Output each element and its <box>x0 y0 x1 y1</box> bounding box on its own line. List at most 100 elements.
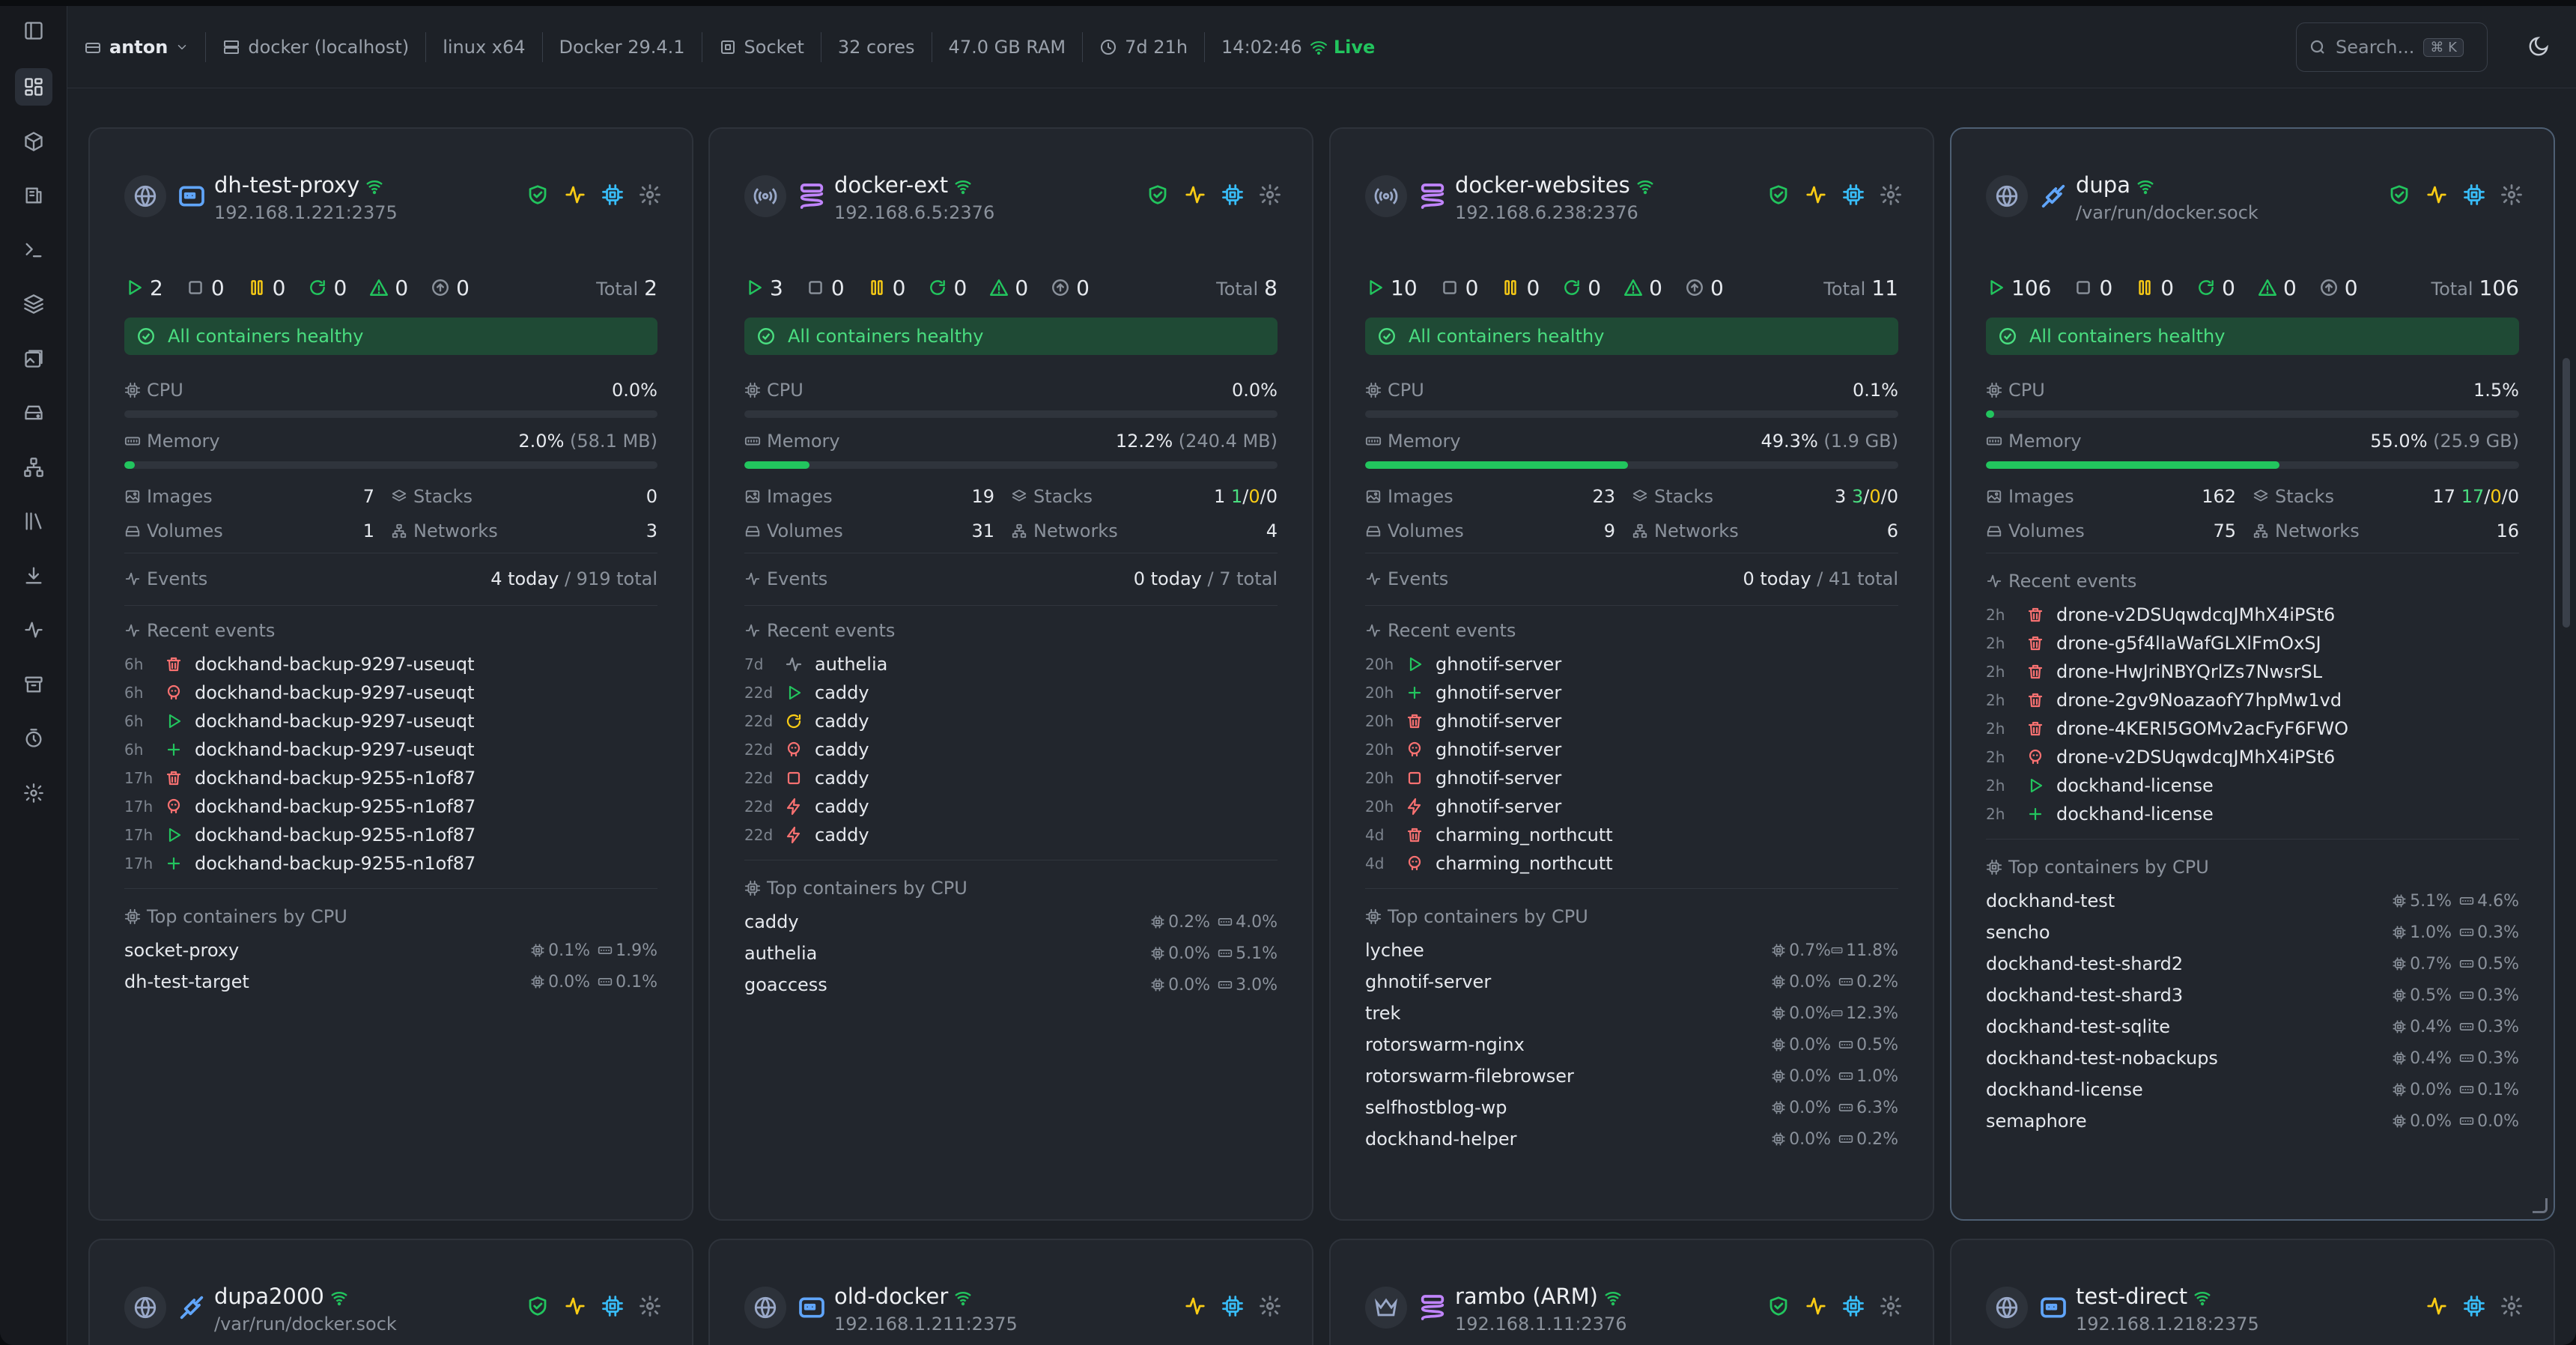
status-unhealthy[interactable]: 0 <box>369 276 408 300</box>
status-restarting[interactable]: 0 <box>1562 276 1601 300</box>
activity-button[interactable] <box>1804 183 1828 207</box>
event-item[interactable]: 22d caddy <box>744 735 1278 764</box>
environment-name[interactable]: old-docker <box>834 1284 972 1309</box>
environment-name[interactable]: dh-test-proxy <box>214 172 383 198</box>
sidebar-item-downloads[interactable] <box>15 557 52 595</box>
event-item[interactable]: 17h dockhand-backup-9255-n1of87 <box>124 764 657 792</box>
status-unhealthy[interactable]: 0 <box>1623 276 1662 300</box>
status-paused[interactable]: 0 <box>1501 276 1540 300</box>
top-container-row[interactable]: dockhand-test-nobackups 0.4% 0.3% <box>1986 1042 2519 1074</box>
status-unhealthy[interactable]: 0 <box>989 276 1028 300</box>
volumes-stat[interactable]: Volumes 1 <box>124 518 391 544</box>
resize-handle[interactable] <box>2533 1198 2548 1213</box>
top-container-row[interactable]: socket-proxy 0.1% 1.9% <box>124 935 657 966</box>
images-stat[interactable]: Images 19 <box>744 484 1011 509</box>
event-item[interactable]: 22d caddy <box>744 792 1278 821</box>
top-container-row[interactable]: authelia 0.0% 5.1% <box>744 938 1278 969</box>
cpu-button[interactable] <box>601 1294 625 1318</box>
activity-button[interactable] <box>563 183 587 207</box>
host-switcher[interactable]: anton <box>67 31 207 62</box>
event-item[interactable]: 20h ghnotif-server <box>1365 650 1898 678</box>
status-unhealthy[interactable]: 0 <box>2258 276 2297 300</box>
cpu-button[interactable] <box>2462 1294 2486 1318</box>
environment-card[interactable]: old-docker 192.168.1.211:2375 <box>708 1239 1313 1345</box>
networks-stat[interactable]: Networks 4 <box>1011 518 1278 544</box>
top-container-row[interactable]: dockhand-test-shard3 0.5% 0.3% <box>1986 980 2519 1011</box>
top-container-row[interactable]: sencho 1.0% 0.3% <box>1986 917 2519 948</box>
theme-toggle[interactable] <box>2524 31 2554 61</box>
sidebar-item-schedules[interactable] <box>15 720 52 757</box>
status-pending[interactable]: 0 <box>1051 276 1090 300</box>
environment-settings-button[interactable] <box>1879 1294 1903 1318</box>
environment-header[interactable]: dupa2000 /var/run/docker.sock <box>124 1278 662 1338</box>
environment-header[interactable]: docker-ext 192.168.6.5:2376 <box>744 166 1282 226</box>
top-container-row[interactable]: trek 0.0% 12.3% <box>1365 998 1898 1029</box>
status-restarting[interactable]: 0 <box>928 276 967 300</box>
networks-stat[interactable]: Networks 16 <box>2253 518 2519 544</box>
status-stopped[interactable]: 0 <box>2074 276 2112 300</box>
top-container-row[interactable]: lychee 0.7% 11.8% <box>1365 935 1898 966</box>
cpu-button[interactable] <box>2462 183 2486 207</box>
status-paused[interactable]: 0 <box>2135 276 2174 300</box>
images-stat[interactable]: Images 23 <box>1365 484 1632 509</box>
sidebar-item-logs[interactable] <box>15 177 52 214</box>
volumes-stat[interactable]: Volumes 75 <box>1986 518 2253 544</box>
environment-settings-button[interactable] <box>1258 183 1282 207</box>
search-input[interactable]: Search... ⌘ K <box>2296 22 2488 72</box>
event-item[interactable]: 2h dockhand-license <box>1986 800 2519 828</box>
event-item[interactable]: 2h drone-HwJriNBYQrlZs7NwsrSL <box>1986 658 2519 686</box>
environment-name[interactable]: dupa <box>2076 172 2154 198</box>
status-pending[interactable]: 0 <box>2319 276 2358 300</box>
top-container-row[interactable]: dh-test-target 0.0% 0.1% <box>124 966 657 998</box>
activity-button[interactable] <box>2425 183 2449 207</box>
security-scan-button[interactable] <box>526 1294 550 1318</box>
status-running[interactable]: 3 <box>744 276 783 300</box>
images-stat[interactable]: Images 7 <box>124 484 391 509</box>
environment-settings-button[interactable] <box>2500 183 2524 207</box>
status-pending[interactable]: 0 <box>1685 276 1724 300</box>
event-item[interactable]: 22d caddy <box>744 764 1278 792</box>
environment-name[interactable]: dupa2000 <box>214 1284 348 1309</box>
event-item[interactable]: 6h dockhand-backup-9297-useuqt <box>124 707 657 735</box>
environment-card[interactable]: dh-test-proxy 192.168.1.221:2375 2 0 0 0 0 0 T… <box>88 127 693 1221</box>
networks-stat[interactable]: Networks 3 <box>391 518 657 544</box>
environment-card[interactable]: dupa /var/run/docker.sock 106 0 0 0 0 0 Total 1… <box>1950 127 2555 1221</box>
environment-name[interactable]: test-direct <box>2076 1284 2211 1309</box>
environment-card[interactable]: dupa2000 /var/run/docker.sock <box>88 1239 693 1345</box>
top-container-row[interactable]: rotorswarm-nginx 0.0% 0.5% <box>1365 1029 1898 1060</box>
event-item[interactable]: 2h dockhand-license <box>1986 771 2519 800</box>
top-container-row[interactable]: dockhand-test-sqlite 0.4% 0.3% <box>1986 1011 2519 1042</box>
top-container-row[interactable]: ghnotif-server 0.0% 0.2% <box>1365 966 1898 998</box>
sidebar-item-registry[interactable] <box>15 503 52 540</box>
event-item[interactable]: 6h dockhand-backup-9297-useuqt <box>124 650 657 678</box>
status-running[interactable]: 10 <box>1365 276 1418 300</box>
status-paused[interactable]: 0 <box>247 276 285 300</box>
event-item[interactable]: 7d authelia <box>744 650 1278 678</box>
sidebar-item-volumes[interactable] <box>15 394 52 431</box>
activity-button[interactable] <box>2425 1294 2449 1318</box>
environment-name[interactable]: docker-ext <box>834 172 972 198</box>
top-container-row[interactable]: postgres 0.0% 1.6% <box>1365 1155 1898 1162</box>
top-container-row[interactable]: rotorswarm-filebrowser 0.0% 1.0% <box>1365 1060 1898 1092</box>
environment-card[interactable]: docker-ext 192.168.6.5:2376 3 0 0 0 0 0 Total 8… <box>708 127 1313 1221</box>
sidebar-item-images[interactable] <box>15 340 52 377</box>
event-item[interactable]: 2h drone-2gv9NoazaofY7hpMw1vd <box>1986 686 2519 714</box>
status-paused[interactable]: 0 <box>867 276 905 300</box>
environment-header[interactable]: old-docker 192.168.1.211:2375 <box>744 1278 1282 1338</box>
sidebar-item-settings[interactable] <box>15 774 52 812</box>
cpu-button[interactable] <box>1221 1294 1245 1318</box>
top-container-row[interactable]: selfhostblog-wp 0.0% 6.3% <box>1365 1092 1898 1123</box>
environment-header[interactable]: rambo (ARM) 192.168.1.11:2376 <box>1365 1278 1903 1338</box>
environment-settings-button[interactable] <box>638 1294 662 1318</box>
cpu-button[interactable] <box>1841 183 1865 207</box>
sidebar-item-dashboard[interactable] <box>15 68 52 106</box>
security-scan-button[interactable] <box>1146 183 1170 207</box>
security-scan-button[interactable] <box>2387 183 2411 207</box>
environment-settings-button[interactable] <box>1258 1294 1282 1318</box>
activity-button[interactable] <box>1183 1294 1207 1318</box>
event-item[interactable]: 6h dockhand-backup-9297-useuqt <box>124 735 657 764</box>
sidebar-item-stacks[interactable] <box>15 285 52 323</box>
event-item[interactable]: 17h dockhand-backup-9255-n1of87 <box>124 821 657 849</box>
event-item[interactable]: 6h dockhand-backup-9297-useuqt <box>124 678 657 707</box>
activity-button[interactable] <box>1804 1294 1828 1318</box>
